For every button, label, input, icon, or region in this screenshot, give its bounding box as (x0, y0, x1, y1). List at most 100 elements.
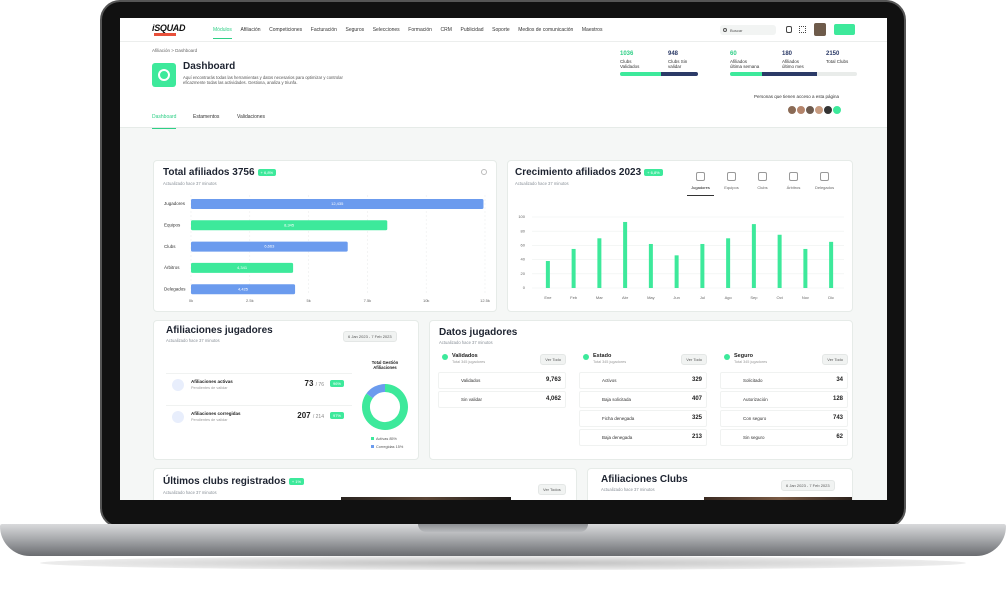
row-label: Autorización (743, 397, 768, 402)
chart-tab[interactable]: Equipos (718, 170, 745, 196)
afiliaciones-clubs-card: Afiliaciones Clubs Actualizado hace 37 mi… (587, 468, 853, 500)
y-tick-label: 0 (523, 285, 526, 290)
nav-item[interactable]: Competiciones (269, 27, 303, 33)
logo-stripe (154, 33, 176, 36)
tab[interactable]: Estamentos (193, 114, 220, 120)
bar (191, 220, 388, 231)
x-tick-label: Feb (570, 295, 578, 300)
nav-item[interactable]: Formación (408, 27, 432, 33)
bar-value-label: 4,425 (238, 286, 249, 291)
column (751, 224, 756, 288)
data-row: Baja denegada 213 (579, 429, 707, 446)
row-value-group: 207 / 214 (297, 411, 324, 420)
stat-value: 2150 (826, 51, 840, 57)
x-tick-label: Jul (700, 295, 705, 300)
data-group: Validados Total 345 jugadores Ver Todo Vali… (438, 349, 568, 455)
nav-item[interactable]: Afiliación (240, 27, 261, 33)
group-subtitle: Total 345 jugadores (593, 360, 627, 364)
notification-icon[interactable] (786, 26, 792, 33)
bar (191, 199, 484, 209)
x-tick-label: Ago (725, 295, 733, 300)
row-total: / 76 (315, 382, 324, 388)
nav-item[interactable]: Selecciones (372, 27, 400, 33)
x-tick-label: 0k (189, 298, 193, 303)
tab[interactable]: Dashboard (152, 114, 177, 129)
category-label: Árbitros (164, 264, 180, 270)
x-tick-label: Sep (750, 295, 758, 300)
chart-tab[interactable]: Árbitros (780, 170, 807, 196)
x-tick-label: 12.5k (480, 298, 490, 303)
tab[interactable]: Validaciones (237, 114, 265, 120)
chart-tab-icon (789, 172, 798, 181)
group-subtitle: Total 345 jugadores (452, 360, 486, 364)
nav-item[interactable]: Módulos (213, 27, 232, 39)
data-row: Activos 329 (579, 372, 707, 389)
row-value: 407 (691, 396, 702, 402)
data-row: Con seguro 743 (720, 410, 848, 427)
nav-item[interactable]: Maestros (581, 27, 603, 33)
bar (191, 262, 294, 273)
legend-item: Corregidas 15% (371, 445, 403, 449)
nav-item[interactable]: Seguros (345, 27, 365, 33)
view-all-button[interactable]: Ver Todo (540, 354, 566, 365)
y-tick-label: 20 (521, 271, 526, 276)
row-label: Afiliaciones activas (191, 379, 233, 384)
column (700, 243, 705, 288)
nav-item[interactable]: CRM (440, 27, 452, 33)
view-all-button[interactable]: Ver Todo (822, 354, 848, 365)
stat-label: Afiliados última semana (730, 59, 760, 69)
logo: iSQUAD (152, 23, 186, 33)
date-picker[interactable]: 6 Jan 2023 - 7 Feb 2023 (343, 331, 397, 342)
donut-segment (362, 384, 408, 430)
chart-tab-icon (820, 172, 829, 181)
x-tick-label: Nov (802, 295, 809, 300)
access-avatar[interactable] (832, 105, 842, 115)
group-icon (724, 354, 730, 360)
card-title: Total afiliados 3756 + 6,8% (163, 167, 277, 178)
bar-value-label: 6,663 (264, 244, 275, 249)
nav-item[interactable]: Medios de comunicación (518, 27, 574, 33)
nav-item[interactable]: Facturación (310, 27, 337, 33)
date-picker[interactable]: 6 Jan 2023 - 7 Feb 2023 (781, 480, 835, 491)
category-label: Clubs (164, 244, 176, 249)
club-image (341, 497, 511, 500)
card-title-text: Últimos clubs registrados (163, 476, 286, 487)
card-title: Datos jugadores (439, 327, 518, 338)
row-label: Con seguro (743, 416, 767, 421)
card-subtitle: Actualizado hace 37 minutos (515, 181, 569, 186)
view-all-button[interactable]: Ver Todo (681, 354, 707, 365)
row-label: Solicitado (743, 378, 763, 383)
chart-tab[interactable]: Clubs (749, 170, 776, 196)
apps-icon[interactable] (799, 26, 806, 33)
bar-chart: 0k 2.5k 5k 7.5k 10k 12.5k Jugadores 12,435 Equip… (164, 195, 490, 303)
x-tick-label: 5k (306, 298, 310, 303)
chart-tab-label: Jugadores (691, 185, 710, 190)
nav-item[interactable]: Publicidad (460, 27, 484, 33)
card-menu[interactable] (481, 169, 487, 175)
group-icon (583, 354, 589, 360)
nav-item[interactable]: Soporte (492, 27, 510, 33)
chart-tab-icon (696, 172, 705, 181)
card-subtitle: Actualizado hace 37 minutos (163, 490, 217, 495)
search-box[interactable]: Buscar (720, 25, 776, 35)
action-button[interactable] (834, 24, 855, 35)
row-label: Baja denegada (602, 435, 633, 440)
chart-tab[interactable]: Delegados (811, 170, 838, 196)
chart-tab-label: Clubs (757, 185, 768, 190)
chart-tab[interactable]: Jugadores (687, 170, 714, 196)
legend-swatch (371, 437, 374, 440)
progress-segment (660, 72, 698, 76)
group-title: Seguro (734, 353, 753, 359)
row-value: 62 (836, 434, 843, 440)
laptop-notch (418, 524, 588, 532)
nav-bar: iSQUAD Módulos Afiliación Competiciones Fact… (120, 18, 887, 42)
legend-value: 85% (389, 437, 397, 441)
search-icon (723, 27, 727, 32)
card-title-text: Crecimiento afiliados 2023 (515, 167, 642, 178)
y-tick-label: 80 (521, 228, 526, 233)
user-avatar[interactable] (814, 23, 826, 36)
y-tick-label: 40 (521, 257, 526, 262)
view-all-button[interactable]: Ver Todos (538, 484, 566, 495)
donut-title: Total Gestión Afiliaciones (371, 360, 399, 370)
